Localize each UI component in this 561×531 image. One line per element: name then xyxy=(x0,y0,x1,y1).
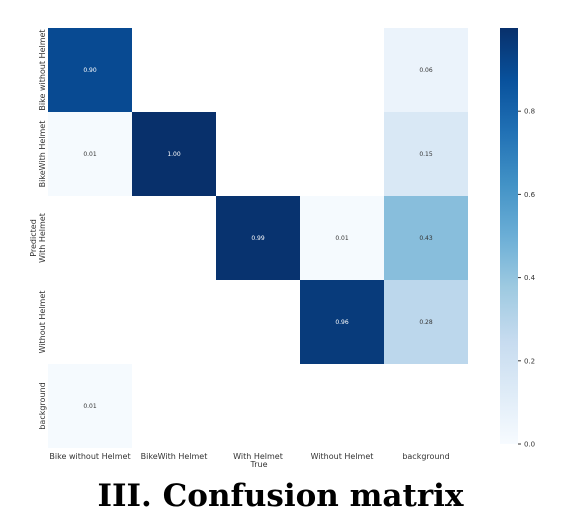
cell-value-label: 0.43 xyxy=(419,235,433,242)
heatmap-cell xyxy=(384,196,468,280)
figure-caption: III. Confusion matrix xyxy=(97,478,464,514)
colorbar-tick-label: 0.6 xyxy=(524,191,536,199)
colorbar-tick-label: 0.4 xyxy=(524,274,536,282)
colorbar-gradient xyxy=(500,28,518,444)
cell-value-label: 0.01 xyxy=(83,151,97,158)
cell-value-label: 0.99 xyxy=(251,235,265,242)
cell-value-label: 0.06 xyxy=(419,67,433,74)
cell-value-label: 1.00 xyxy=(167,151,181,158)
heatmap-cell xyxy=(48,28,132,112)
y-tick-label: BikeWith Helmet xyxy=(38,121,47,188)
x-tick-label: Without Helmet xyxy=(311,452,374,461)
heatmap-cell xyxy=(48,364,132,448)
cell-value-label: 0.01 xyxy=(335,235,349,242)
cell-value-label: 0.96 xyxy=(335,319,349,326)
confusion-matrix-chart: 0.90 0.06 0.01 1.00 0.15 0.99 0.01 0.43 0.96 0.28… xyxy=(29,28,536,469)
cell-value-label: 0.15 xyxy=(419,151,433,158)
heatmap-cell xyxy=(300,196,384,280)
y-tick-label: background xyxy=(38,382,47,429)
y-tick-label: Bike without Helmet xyxy=(38,29,47,110)
heatmap-cells: 0.90 0.06 0.01 1.00 0.15 0.99 0.01 0.43 0.96 0.28… xyxy=(38,28,468,461)
colorbar-tick-label: 0.2 xyxy=(524,357,535,365)
x-tick-label: Bike without Helmet xyxy=(49,452,130,461)
y-tick-label: Without Helmet xyxy=(38,291,47,354)
colorbar: 0.0 0.2 0.4 0.6 0.8 xyxy=(500,28,536,449)
cell-value-label: 0.01 xyxy=(83,403,97,410)
colorbar-tick-label: 0.0 xyxy=(524,441,535,449)
y-axis-title: Predicted xyxy=(29,219,38,257)
heatmap-cell xyxy=(384,28,468,112)
heatmap-cell xyxy=(300,280,384,364)
heatmap-cell xyxy=(384,280,468,364)
heatmap-cell xyxy=(48,112,132,196)
heatmap-cell xyxy=(132,112,216,196)
x-tick-label: background xyxy=(402,452,449,461)
x-tick-label: BikeWith Helmet xyxy=(141,452,208,461)
heatmap-cell xyxy=(216,196,300,280)
cell-value-label: 0.28 xyxy=(419,319,433,326)
y-tick-label: With Helmet xyxy=(38,213,47,263)
x-tick-label: With Helmet xyxy=(233,452,283,461)
x-axis-title: True xyxy=(250,460,268,469)
cell-value-label: 0.90 xyxy=(83,67,97,74)
colorbar-tick-label: 0.8 xyxy=(524,108,535,116)
heatmap-cell xyxy=(384,112,468,196)
